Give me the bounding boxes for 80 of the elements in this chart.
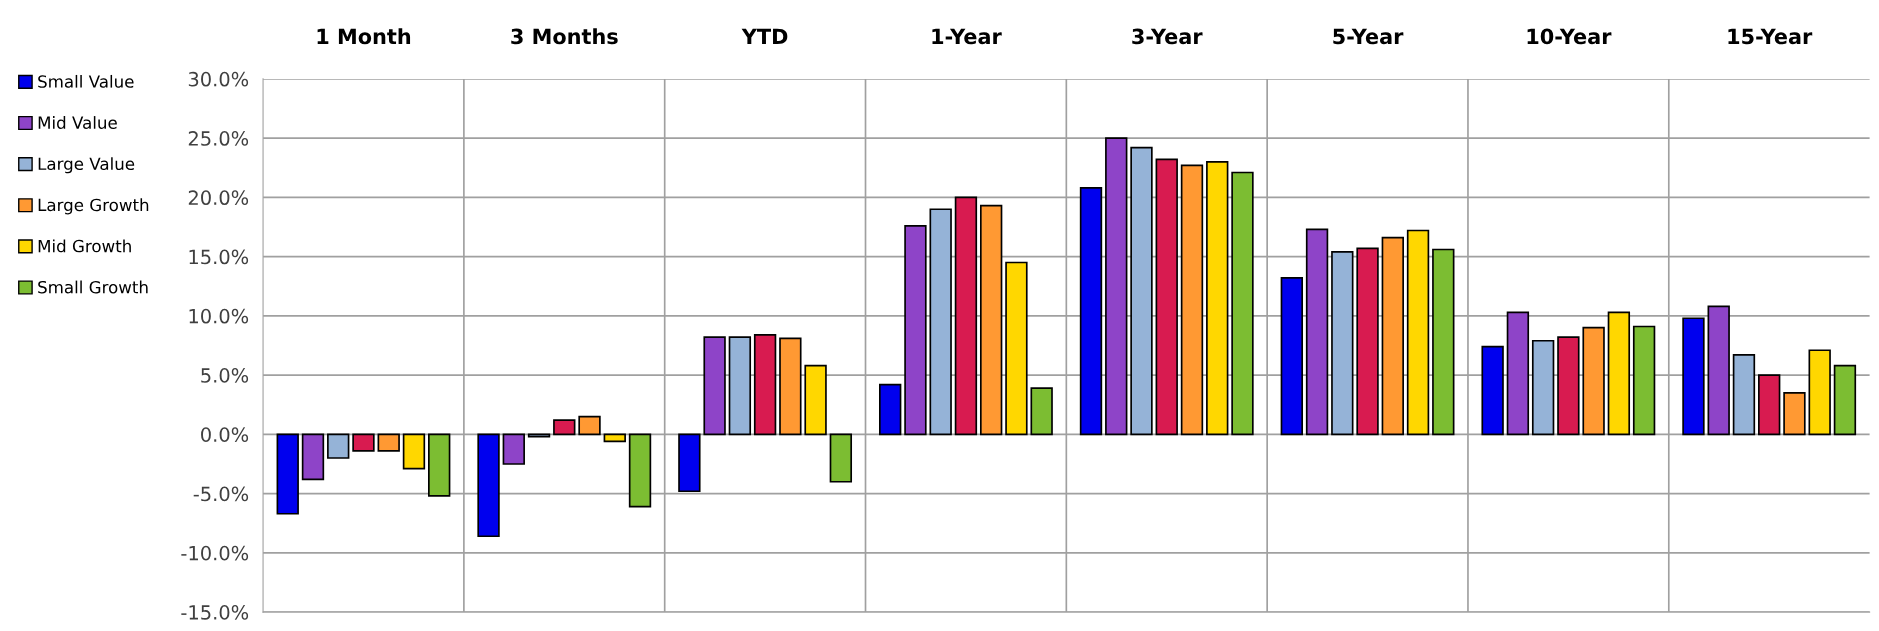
bar: [879, 383, 902, 436]
bar: [1406, 229, 1430, 436]
bar: [402, 433, 426, 470]
bar: [628, 433, 652, 508]
y-tick-label: 0.0%: [201, 427, 249, 442]
bar: [979, 204, 1003, 436]
bar: [527, 433, 551, 438]
y-tick-label: 10.0%: [189, 308, 249, 324]
y-tick-label: 15.0%: [189, 249, 249, 265]
bar: [1231, 171, 1254, 436]
bar: [1331, 251, 1354, 436]
bar: [1005, 261, 1028, 436]
bar: [703, 336, 726, 436]
legend-label: Mid Growth: [38, 239, 131, 253]
legend-label: Small Value: [38, 74, 134, 88]
bar: [352, 433, 375, 452]
bar: [1632, 325, 1656, 436]
bar: [804, 364, 827, 436]
legend-label: Small Growth: [38, 280, 148, 294]
y-tick-label: -15.0%: [181, 605, 249, 620]
x-tick-label: YTD: [741, 28, 788, 44]
bar: [753, 333, 777, 436]
bar: [603, 433, 626, 443]
bar: [1682, 317, 1705, 436]
bar: [1206, 160, 1229, 436]
bar: [829, 433, 853, 483]
bar: [301, 433, 325, 481]
bar: [1432, 248, 1455, 436]
bar: [1833, 364, 1857, 436]
x-tick-label: 3 Months: [511, 28, 618, 45]
bar: [1732, 354, 1756, 436]
bar: [1030, 387, 1053, 436]
bar: [929, 208, 952, 436]
bar: [1381, 236, 1404, 436]
legend-label: Large Value: [38, 157, 135, 174]
bar: [428, 433, 451, 497]
y-tick-label: 25.0%: [188, 131, 249, 146]
bar: [1180, 164, 1204, 436]
legend-label: Mid Value: [38, 116, 117, 129]
bar: [1607, 311, 1631, 436]
bar: [1758, 374, 1781, 436]
bar: [502, 433, 525, 465]
bar: [1557, 336, 1580, 436]
bar: [678, 433, 701, 493]
y-tick-label: -10.0%: [181, 545, 249, 561]
bar: [1481, 345, 1504, 436]
x-tick-label: 1-Year: [932, 28, 1002, 45]
bar: [1356, 247, 1379, 436]
bar: [1305, 228, 1329, 436]
y-tick-label: 5.0%: [201, 368, 249, 383]
bar: [1783, 392, 1806, 436]
bar: [954, 196, 978, 436]
x-tick-label: 10-Year: [1527, 28, 1612, 45]
bar: [728, 336, 752, 436]
x-tick-label: 15-Year: [1728, 28, 1813, 45]
bar: [1808, 349, 1831, 436]
bar: [904, 224, 927, 436]
bar: [276, 433, 299, 515]
x-tick-label: 1 Month: [317, 28, 411, 45]
bar: [1531, 339, 1555, 436]
bar: [1105, 137, 1128, 436]
bar: [1130, 146, 1153, 436]
y-tick-label: -5.0%: [193, 486, 249, 502]
x-tick-label: 3-Year: [1132, 28, 1203, 45]
bar: [1155, 158, 1178, 436]
bar: [477, 433, 500, 538]
bar: [1582, 326, 1605, 436]
bar: [779, 337, 802, 436]
x-tick-label: 5-Year: [1333, 28, 1404, 45]
y-tick-label: 30.0%: [188, 71, 249, 87]
bar: [1506, 311, 1530, 436]
legend-label: Large Growth: [38, 198, 149, 215]
bar: [553, 419, 576, 436]
bar: [377, 433, 400, 452]
bar: [1280, 277, 1304, 436]
bar: [327, 433, 350, 459]
bar: [1079, 187, 1103, 436]
y-tick-label: 20.0%: [188, 190, 249, 206]
bar: [578, 415, 601, 436]
bar: [1707, 305, 1730, 436]
